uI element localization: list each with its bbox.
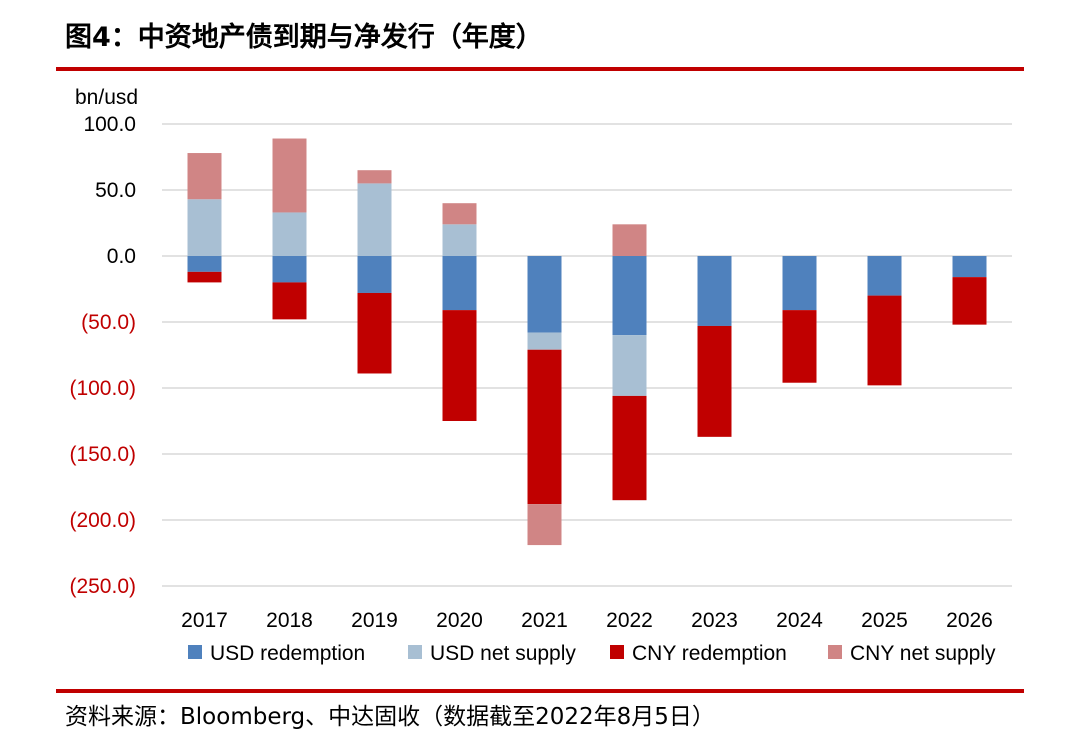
bar-usd-redemption-2020: [442, 256, 477, 311]
bar-usd-redemption-2024: [782, 256, 817, 311]
bar-cny-redemption-2026: [952, 277, 987, 325]
bar-cny-redemption-2020: [442, 310, 477, 421]
x-tick-label: 2021: [521, 609, 568, 632]
legend: USD redemption USD net supply CNY redempti…: [188, 642, 996, 665]
bar-cny-net-supply-2017: [187, 153, 222, 200]
bar-cny-redemption-2025: [867, 295, 902, 386]
y-tick-label: 0.0: [107, 245, 136, 268]
bar-cny-redemption-2019: [357, 292, 392, 374]
bar-cny-redemption-2022: [612, 395, 647, 501]
x-tick-label: 2024: [776, 609, 823, 632]
x-tick-label: 2017: [181, 609, 228, 632]
legend-label: CNY redemption: [632, 642, 787, 665]
bar-cny-redemption-2024: [782, 310, 817, 383]
legend-swatch: [408, 645, 422, 659]
legend-label: USD net supply: [430, 642, 576, 665]
bar-cny-redemption-2021: [527, 349, 562, 505]
bar-usd-redemption-2017: [187, 256, 222, 272]
bar-cny-redemption-2023: [697, 325, 732, 437]
x-axis: 2017 2018 2019 2020 2021 2022 2023 2024 2025 2026: [181, 609, 993, 632]
bar-usd-redemption-2021: [527, 256, 562, 333]
legend-swatch: [828, 645, 842, 659]
title-rule: [56, 67, 1024, 71]
bar-cny-net-supply-2019: [357, 170, 392, 184]
bar-usd-net-supply-2019: [357, 183, 392, 256]
bar-usd-redemption-2023: [697, 256, 732, 326]
x-tick-label: 2023: [691, 609, 738, 632]
bar-usd-redemption-2026: [952, 256, 987, 278]
bar-usd-redemption-2022: [612, 256, 647, 336]
bar-usd-net-supply-2022: [612, 335, 647, 396]
bar-cny-net-supply-2021: [527, 504, 562, 546]
y-tick-label: (100.0): [69, 377, 136, 400]
y-tick-label: (250.0): [69, 575, 136, 598]
bars: [187, 138, 987, 546]
y-tick-label: 100.0: [83, 113, 136, 136]
legend-label: CNY net supply: [850, 642, 996, 665]
x-tick-label: 2022: [606, 609, 653, 632]
footer-rule: [56, 689, 1024, 693]
y-tick-label: 50.0: [95, 179, 136, 202]
legend-swatch: [188, 645, 202, 659]
y-axis: 100.0 50.0 0.0 (50.0) (100.0) (150.0) (200.0) (…: [69, 113, 136, 598]
bar-usd-redemption-2019: [357, 256, 392, 293]
bar-usd-redemption-2025: [867, 256, 902, 296]
bar-usd-net-supply-2021: [527, 332, 562, 350]
bar-cny-redemption-2018: [272, 282, 307, 320]
x-tick-label: 2020: [436, 609, 483, 632]
bar-cny-net-supply-2020: [442, 203, 477, 225]
legend-label: USD redemption: [210, 642, 365, 665]
bar-usd-net-supply-2020: [442, 224, 477, 256]
legend-swatch: [610, 645, 624, 659]
bar-cny-redemption-2017: [187, 271, 222, 283]
y-tick-label: (150.0): [69, 443, 136, 466]
y-tick-label: (200.0): [69, 509, 136, 532]
y-tick-label: (50.0): [81, 311, 136, 334]
x-tick-label: 2018: [266, 609, 313, 632]
bar-usd-net-supply-2017: [187, 199, 222, 256]
bar-usd-redemption-2018: [272, 256, 307, 283]
chart-title: 图4：中资地产债到期与净发行（年度）: [65, 21, 543, 53]
bar-usd-net-supply-2018: [272, 212, 307, 256]
x-tick-label: 2026: [946, 609, 993, 632]
x-tick-label: 2019: [351, 609, 398, 632]
source-note: 资料来源：Bloomberg、中达固收（数据截至2022年8月5日）: [65, 704, 715, 730]
x-tick-label: 2025: [861, 609, 908, 632]
bar-cny-net-supply-2018: [272, 138, 307, 213]
bar-cny-net-supply-2022: [612, 224, 647, 256]
y-axis-unit-label: bn/usd: [75, 86, 138, 109]
